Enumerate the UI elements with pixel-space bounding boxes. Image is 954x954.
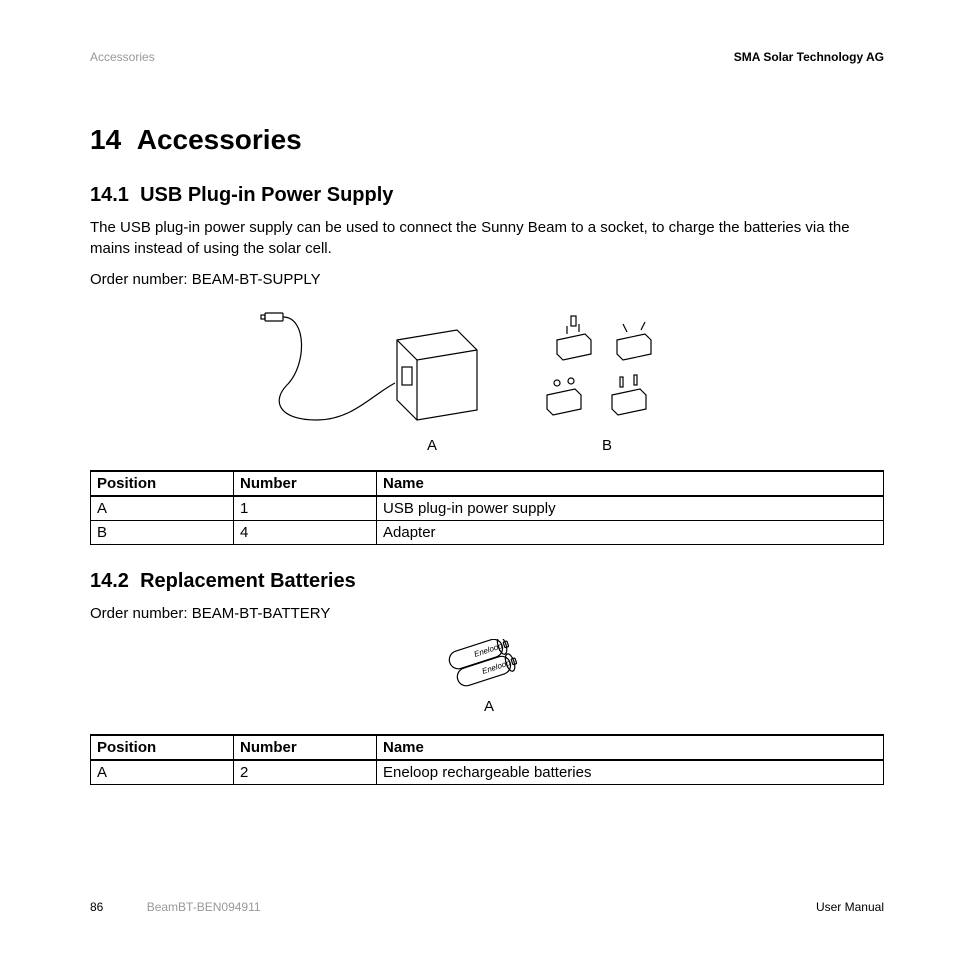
table-row: Position Number Name — [91, 735, 884, 760]
td-position: B — [91, 521, 234, 545]
power-supply-diagram-icon: A B — [247, 305, 727, 455]
figure2-label-a: A — [484, 698, 494, 715]
section1-title: USB Plug-in Power Supply — [140, 184, 393, 206]
td-name-value: USB plug-in power supply — [377, 496, 884, 521]
th-position: Position — [91, 471, 234, 496]
page-footer: 86 BeamBT-BEN094911 User Manual — [90, 900, 884, 914]
td-name-value: Adapter — [377, 521, 884, 545]
section1-body: The USB plug-in power supply can be used… — [90, 217, 884, 259]
table-batteries: Position Number Name A 2 Eneloop recharg… — [90, 734, 884, 785]
section1-number: 14.1 — [90, 184, 129, 206]
table-power-supply: Position Number Name A 1 USB plug-in pow… — [90, 470, 884, 545]
chapter-heading: 14 Accessories — [90, 124, 884, 156]
td-number: 1 — [234, 496, 377, 521]
th-name: Name — [377, 735, 884, 760]
table-row: Position Number Name — [91, 471, 884, 496]
section2-order-number: Order number: BEAM-BT-BATTERY — [90, 603, 884, 624]
section-heading-2: 14.2 Replacement Batteries — [90, 570, 884, 593]
doc-id: BeamBT-BEN094911 — [147, 900, 261, 914]
page: Accessories SMA Solar Technology AG 14 A… — [0, 0, 954, 954]
chapter-title: Accessories — [137, 124, 302, 155]
table-row: A 2 Eneloop rechargeable batteries — [91, 760, 884, 785]
section1-order-number: Order number: BEAM-BT-SUPPLY — [90, 269, 884, 290]
chapter-number: 14 — [90, 124, 121, 155]
figure-power-supply: A B — [90, 305, 884, 460]
td-position: A — [91, 496, 234, 521]
figure-batteries: Eneloop Eneloop A — [90, 639, 884, 724]
th-position: Position — [91, 735, 234, 760]
td-number: 4 — [234, 521, 377, 545]
figure-label-b: B — [602, 437, 612, 454]
td-position: A — [91, 760, 234, 785]
page-header: Accessories SMA Solar Technology AG — [90, 50, 884, 64]
footer-left-group: 86 BeamBT-BEN094911 — [90, 900, 261, 914]
section2-title: Replacement Batteries — [140, 570, 356, 592]
th-number: Number — [234, 471, 377, 496]
table-row: B 4 Adapter — [91, 521, 884, 545]
th-number: Number — [234, 735, 377, 760]
header-company-name: SMA Solar Technology AG — [734, 50, 884, 64]
td-number: 2 — [234, 760, 377, 785]
section-heading-1: 14.1 USB Plug-in Power Supply — [90, 184, 884, 207]
batteries-diagram-icon: Eneloop Eneloop A — [427, 639, 547, 719]
th-name: Name — [377, 471, 884, 496]
page-number: 86 — [90, 900, 103, 914]
section2-number: 14.2 — [90, 570, 129, 592]
figure-label-a: A — [427, 437, 437, 454]
doc-type: User Manual — [816, 900, 884, 914]
header-section-name: Accessories — [90, 50, 155, 64]
td-name-value: Eneloop rechargeable batteries — [377, 760, 884, 785]
table-row: A 1 USB plug-in power supply — [91, 496, 884, 521]
